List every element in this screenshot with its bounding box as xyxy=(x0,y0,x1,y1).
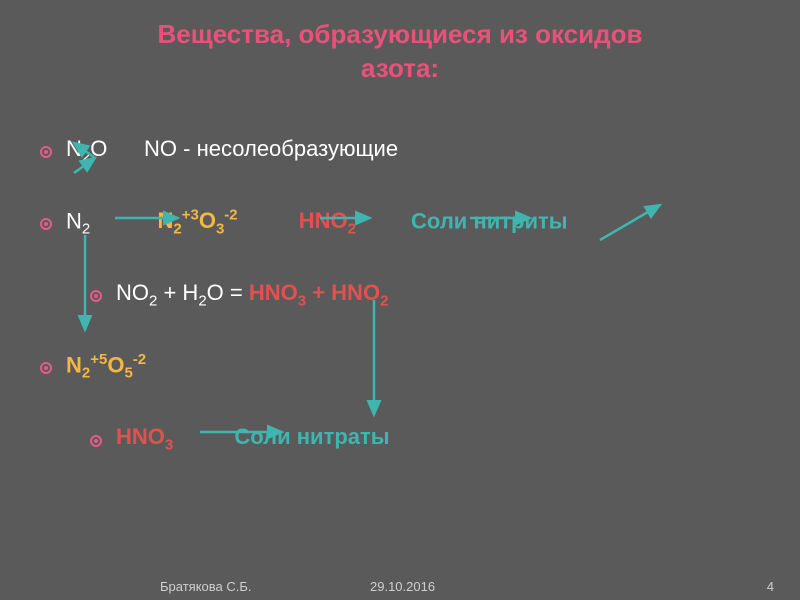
title-line-2: азота: xyxy=(361,53,439,83)
bullet-icon xyxy=(90,290,102,302)
content-area: N2O NO - несолеобразующие N2 N2+3O3-2 xyxy=(0,86,800,454)
title-line-1: Вещества, образующиеся из оксидов xyxy=(158,19,643,49)
footer-date: 29.10.2016 xyxy=(370,579,435,594)
row-2: N2 N2+3O3-2 HNO2 Соли нитриты xyxy=(40,207,800,238)
row-1: N2O NO - несолеобразующие xyxy=(40,136,800,165)
row-4: N2+5O5-2 xyxy=(40,351,800,382)
row5-text: HNO3 Соли нитраты xyxy=(116,424,390,453)
bullet-icon xyxy=(40,362,52,374)
page-title: Вещества, образующиеся из оксидов азота: xyxy=(0,0,800,86)
row1-text: N2O NO - несолеобразующие xyxy=(66,136,398,165)
slide: Вещества, образующиеся из оксидов азота:… xyxy=(0,0,800,600)
footer-page: 4 xyxy=(767,579,774,594)
formula-hno2: HNO2 xyxy=(299,208,362,233)
formula-hno3: HNO3 xyxy=(249,280,312,305)
row-3: NO2 + H2O = HNO3 + HNO2 xyxy=(90,280,800,309)
formula-hno3-b: HNO3 xyxy=(116,424,179,449)
bullet-icon xyxy=(40,146,52,158)
salt-nitrates: Соли нитраты xyxy=(234,424,389,449)
footer-author: Братякова С.Б. xyxy=(160,579,252,594)
bullet-icon xyxy=(90,435,102,447)
row2-text: N2 N2+3O3-2 HNO2 Соли нитриты xyxy=(66,207,568,238)
row3-text: NO2 + H2O = HNO3 + HNO2 xyxy=(116,280,388,309)
formula-n2o3: N2+3O3-2 xyxy=(157,208,243,233)
row-5: HNO3 Соли нитраты xyxy=(90,424,800,453)
formula-n2o5: N2+5O5-2 xyxy=(66,351,146,382)
formula-hno2-b: HNO2 xyxy=(331,280,388,305)
salt-nitrites: Соли нитриты xyxy=(411,208,568,233)
bullet-icon xyxy=(40,218,52,230)
